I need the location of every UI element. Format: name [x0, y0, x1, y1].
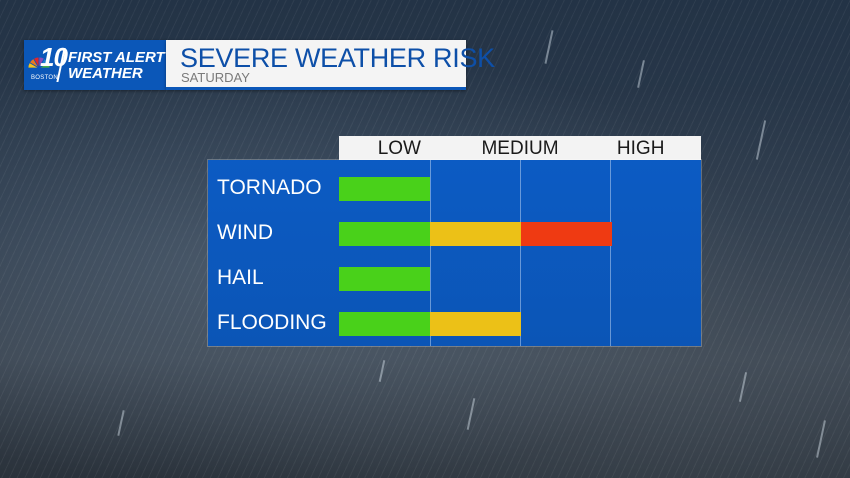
rain-streak	[738, 372, 748, 402]
logo-first-alert: FIRST ALERT	[68, 49, 165, 66]
risk-level-header: LOW MEDIUM HIGH	[339, 136, 701, 160]
header: 10 BOSTON FIRST ALERT WEATHER SEVERE WEA…	[24, 40, 495, 90]
rain-streak	[637, 60, 645, 88]
risk-bar-flooding-medium	[430, 312, 521, 336]
hazard-label-hail: HAIL	[217, 266, 264, 289]
rain-streak	[816, 420, 826, 458]
peacock-icon	[28, 56, 50, 70]
hazard-label-flooding: FLOODING	[217, 311, 327, 334]
rain-streak	[378, 360, 386, 382]
page-subtitle: SATURDAY	[181, 70, 250, 85]
risk-bar-wind-low	[339, 222, 430, 246]
gridline	[610, 160, 611, 346]
level-low-label: LOW	[377, 138, 421, 159]
risk-bar-wind-high	[521, 222, 612, 246]
rain-streak	[755, 120, 767, 160]
title-box: SEVERE WEATHER RISK SATURDAY	[166, 40, 495, 90]
logo-weather: WEATHER	[68, 65, 143, 82]
rain-streak	[117, 410, 125, 436]
hazard-label-wind: WIND	[217, 221, 273, 244]
rain-streak	[466, 398, 476, 430]
level-medium-label: MEDIUM	[481, 138, 559, 159]
gridline	[520, 160, 521, 346]
risk-bar-wind-medium	[430, 222, 521, 246]
risk-bar-flooding-low	[339, 312, 430, 336]
logo-city: BOSTON	[31, 75, 59, 81]
risk-bar-hail-low	[339, 267, 430, 291]
risk-table: TORNADO WIND HAIL FLOODING	[208, 160, 701, 346]
page-title: SEVERE WEATHER RISK	[180, 43, 495, 73]
gridline	[430, 160, 431, 346]
hazard-label-tornado: TORNADO	[217, 176, 322, 199]
station-logo: 10 BOSTON FIRST ALERT WEATHER	[24, 40, 166, 90]
peacock-feather	[37, 61, 50, 69]
risk-bar-tornado-low	[339, 177, 430, 201]
level-high-label: HIGH	[616, 138, 665, 159]
rain-streak	[544, 30, 554, 64]
